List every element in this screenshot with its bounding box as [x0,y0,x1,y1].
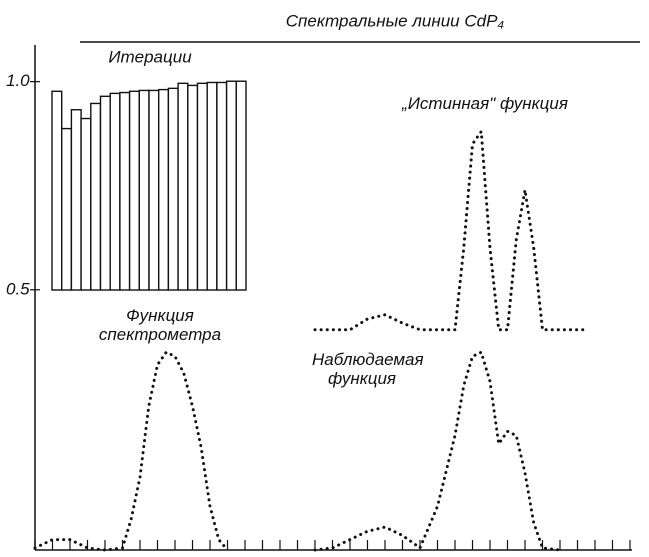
bar [70,109,82,291]
inset-title: Итерации [108,47,192,66]
bar [157,88,170,291]
bar [80,117,92,291]
bar [187,84,199,291]
spectrometer-label: Функция спектрометра [98,306,222,344]
bar [90,102,102,291]
y-tick-label: 1.0 [6,71,30,90]
chart-title: Спектральные линии CdP₄ [286,11,505,30]
curve [313,127,588,332]
bar [51,90,63,291]
bar [177,82,189,291]
bar [206,81,218,291]
bar [196,82,208,291]
y-tick-label: 0.5 [6,279,30,298]
bar [167,87,179,291]
bar [109,92,121,291]
bar [235,80,247,291]
bar [138,89,150,291]
curve [33,350,229,552]
observed-label: Наблюдаемая функция [312,350,424,388]
bar [216,81,228,291]
true-label: „Истинная" функция [402,94,568,113]
bar [61,127,73,291]
bar [148,89,160,291]
bar [128,90,141,291]
bar [119,91,131,291]
curve [313,350,562,552]
bar [225,80,238,291]
bar [99,95,111,291]
